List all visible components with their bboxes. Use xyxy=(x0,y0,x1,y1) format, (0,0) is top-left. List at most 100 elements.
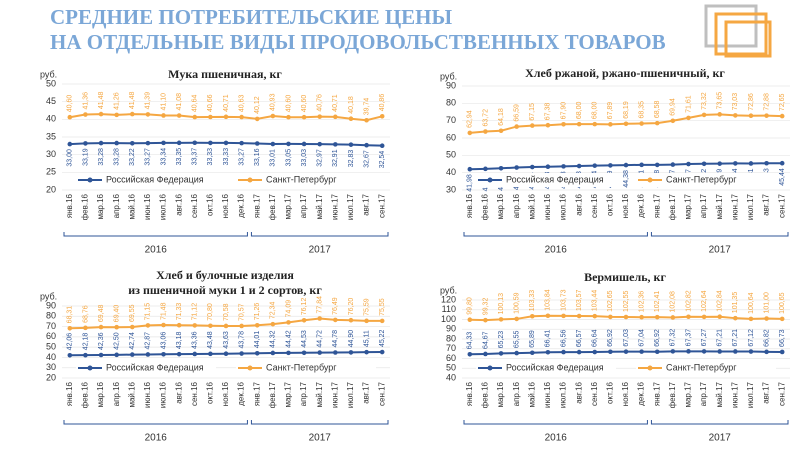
chart-title: Мука пшеничная, кг xyxy=(168,67,282,81)
y-axis-label: руб. xyxy=(40,69,57,79)
value-label: 70,58 xyxy=(223,303,230,321)
data-point xyxy=(364,349,369,355)
x-tick-label: авг.17 xyxy=(762,193,771,215)
value-label: 68,00 xyxy=(592,102,599,120)
data-point xyxy=(483,351,488,357)
legend-marker xyxy=(647,177,653,183)
data-point xyxy=(379,143,385,148)
data-point xyxy=(192,140,198,146)
data-point xyxy=(208,140,213,146)
data-point xyxy=(192,114,198,120)
data-point xyxy=(717,349,723,354)
year-label: 2017 xyxy=(709,245,732,256)
value-label: 103,44 xyxy=(592,290,599,312)
data-point xyxy=(670,162,676,167)
value-label: 100,59 xyxy=(514,292,521,314)
data-point xyxy=(161,351,166,357)
x-tick-label: янв.16 xyxy=(65,193,74,218)
value-label: 33,27 xyxy=(145,148,152,166)
data-point xyxy=(561,122,566,127)
data-point xyxy=(670,349,676,354)
x-tick-label: июн.17 xyxy=(730,381,739,408)
value-label: 67,38 xyxy=(545,103,552,121)
legend-label: Российская Федерация xyxy=(506,362,604,372)
data-point xyxy=(654,162,660,168)
data-point xyxy=(764,316,769,321)
x-tick-label: апр.17 xyxy=(299,193,308,218)
data-point xyxy=(670,315,676,320)
data-point xyxy=(608,314,613,320)
value-label: 45,11 xyxy=(363,330,370,347)
value-label: 102,55 xyxy=(623,290,630,312)
x-tick-label: фев.17 xyxy=(268,193,277,220)
value-label: 44,38 xyxy=(623,170,630,188)
value-label: 40,71 xyxy=(332,94,339,112)
y-tick-label: 80 xyxy=(46,311,56,321)
data-point xyxy=(483,317,488,323)
data-point xyxy=(223,140,229,146)
y-tick-label: 70 xyxy=(46,321,56,331)
data-point xyxy=(576,313,582,319)
y-tick-label: 50 xyxy=(446,363,456,373)
legend-bg xyxy=(76,361,216,375)
value-label: 43,06 xyxy=(160,332,167,350)
y-tick-label: 70 xyxy=(446,343,456,353)
data-point xyxy=(639,349,644,354)
data-point xyxy=(333,142,338,147)
value-label: 33,34 xyxy=(160,148,167,166)
year-label: 2016 xyxy=(545,433,568,444)
data-point xyxy=(176,113,182,118)
data-point xyxy=(717,112,723,117)
value-label: 101,00 xyxy=(763,292,770,314)
data-point xyxy=(498,128,504,134)
legend-label: Российская Федерация xyxy=(106,362,204,372)
value-label: 67,32 xyxy=(670,329,677,347)
data-point xyxy=(592,121,598,127)
value-label: 41,48 xyxy=(129,91,136,109)
value-label: 33,19 xyxy=(82,148,89,166)
data-point xyxy=(254,351,260,356)
value-label: 67,89 xyxy=(607,102,614,120)
x-tick-label: янв.17 xyxy=(652,193,661,218)
x-tick-label: мар.17 xyxy=(284,193,293,219)
value-label: 75,59 xyxy=(363,298,370,316)
data-point xyxy=(779,316,785,322)
data-point xyxy=(145,352,151,357)
logo-square xyxy=(724,20,772,58)
value-label: 43,78 xyxy=(238,331,245,349)
x-tick-label: янв.16 xyxy=(465,381,474,406)
data-point xyxy=(364,117,369,123)
x-tick-label: янв.17 xyxy=(252,381,261,406)
x-tick-label: апр.17 xyxy=(699,193,708,218)
data-point xyxy=(686,314,691,320)
legend-bg xyxy=(476,361,616,375)
value-label: 41,39 xyxy=(145,92,152,110)
x-tick-label: фев.16 xyxy=(81,381,90,408)
data-point xyxy=(129,111,135,117)
data-point xyxy=(364,318,369,324)
value-label: 67,27 xyxy=(701,329,708,347)
value-label: 33,35 xyxy=(176,148,183,166)
data-point xyxy=(498,317,504,322)
x-tick-label: июл.17 xyxy=(346,381,355,408)
value-label: 40,63 xyxy=(238,94,245,112)
value-label: 67,12 xyxy=(748,329,755,347)
data-point xyxy=(129,352,135,357)
data-point xyxy=(254,141,260,146)
value-label: 42,18 xyxy=(82,333,89,351)
x-tick-label: авг.16 xyxy=(174,381,183,403)
value-label: 77,84 xyxy=(317,296,324,314)
y-tick-label: 80 xyxy=(446,98,456,108)
value-label: 40,86 xyxy=(379,94,386,112)
data-point xyxy=(592,313,598,319)
value-label: 74,09 xyxy=(285,300,292,318)
x-tick-label: май.17 xyxy=(715,193,724,219)
year-bracket xyxy=(463,232,648,237)
data-point xyxy=(67,114,73,120)
x-tick-label: июл.17 xyxy=(746,381,755,408)
value-label: 42,36 xyxy=(98,332,105,350)
data-point xyxy=(114,352,119,358)
data-point xyxy=(514,124,519,129)
x-tick-label: авг.16 xyxy=(574,381,583,403)
data-point xyxy=(83,112,88,117)
